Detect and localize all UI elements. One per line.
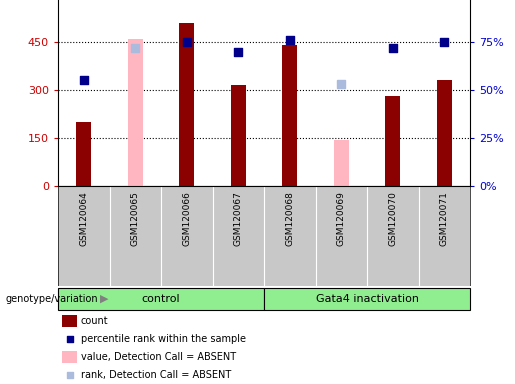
Point: [337, 81, 346, 87]
Text: GSM120066: GSM120066: [182, 191, 191, 246]
Text: GSM120069: GSM120069: [337, 191, 346, 246]
Bar: [58, 288, 264, 310]
Text: GSM120064: GSM120064: [79, 191, 88, 246]
Bar: [76, 122, 92, 186]
Text: rank, Detection Call = ABSENT: rank, Detection Call = ABSENT: [81, 370, 231, 380]
Point: [234, 48, 243, 55]
Point: [65, 336, 74, 342]
Bar: [179, 23, 195, 186]
Point: [389, 45, 397, 51]
Text: GSM120067: GSM120067: [234, 191, 243, 246]
Text: GSM120071: GSM120071: [440, 191, 449, 246]
Point: [183, 39, 191, 45]
Bar: [128, 39, 143, 186]
Bar: [264, 288, 470, 310]
Point: [80, 77, 88, 83]
Bar: [334, 140, 349, 186]
Text: genotype/variation: genotype/variation: [5, 294, 98, 304]
Bar: [437, 80, 452, 186]
Text: percentile rank within the sample: percentile rank within the sample: [81, 334, 246, 344]
Text: GSM120068: GSM120068: [285, 191, 294, 246]
Bar: [385, 96, 401, 186]
Text: control: control: [142, 294, 180, 304]
Text: count: count: [81, 316, 108, 326]
Point: [131, 45, 140, 51]
Text: Gata4 inactivation: Gata4 inactivation: [316, 294, 419, 304]
Text: value, Detection Call = ABSENT: value, Detection Call = ABSENT: [81, 352, 236, 362]
Point: [286, 37, 294, 43]
Text: GSM120065: GSM120065: [131, 191, 140, 246]
Point: [440, 39, 449, 45]
Bar: [282, 45, 298, 186]
Bar: [62, 315, 77, 327]
Text: GSM120070: GSM120070: [388, 191, 397, 246]
Text: ▶: ▶: [100, 294, 109, 304]
Bar: [231, 85, 246, 186]
Point: [65, 372, 74, 378]
Bar: [62, 351, 77, 363]
